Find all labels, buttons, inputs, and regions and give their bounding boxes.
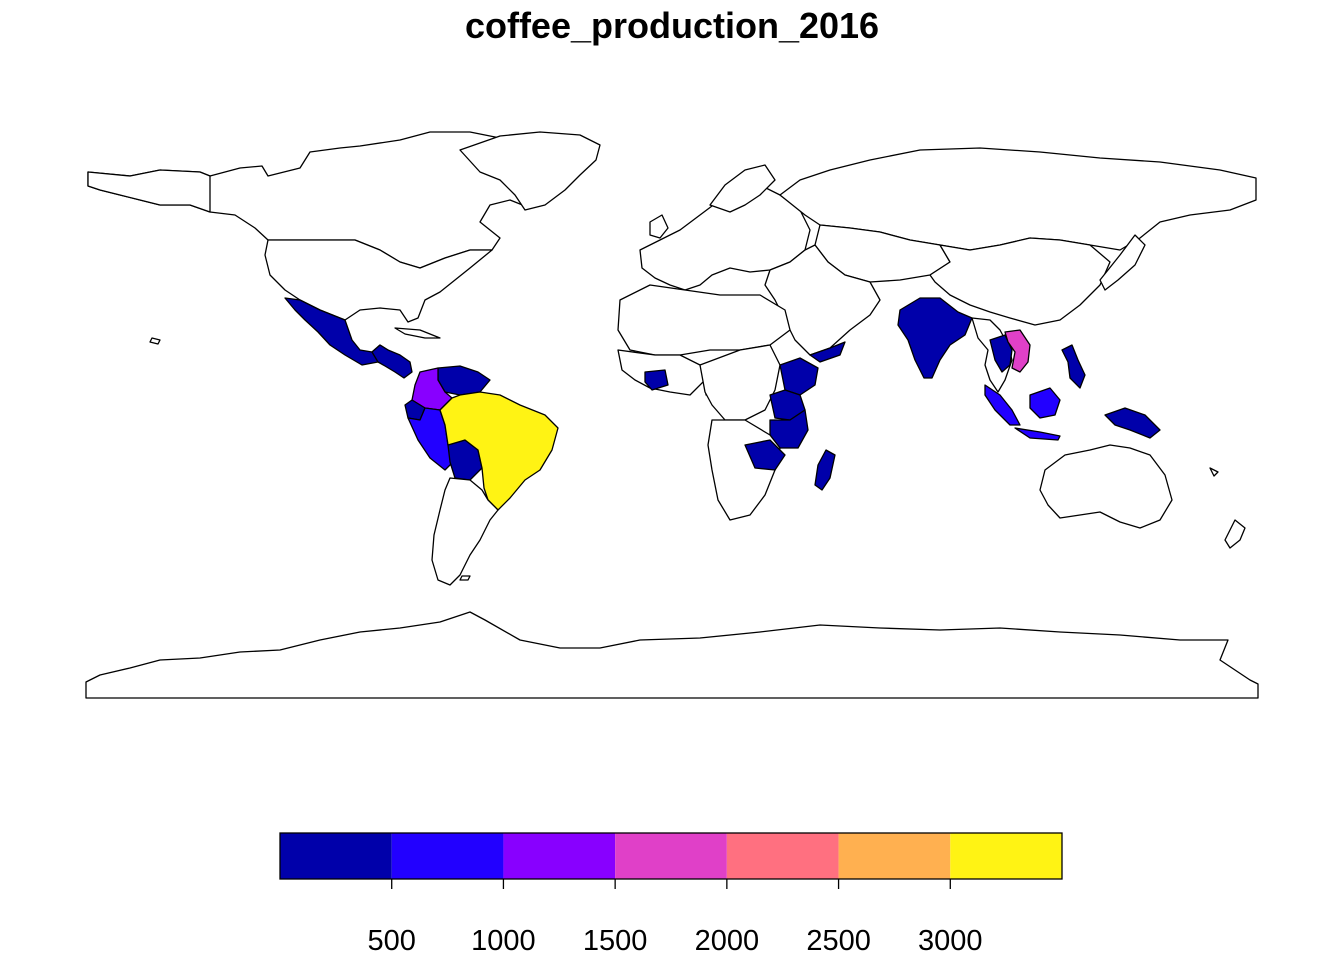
country-india	[897, 297, 973, 379]
country-indonesia-sumatra	[984, 384, 1021, 426]
legend-swatch	[503, 833, 616, 879]
legend-tick-label: 2000	[695, 925, 760, 957]
legend-tick-label: 2500	[806, 925, 871, 957]
legend-swatch	[391, 833, 504, 879]
island-falklands	[459, 575, 471, 581]
island-hawaii	[149, 337, 161, 345]
country-new-zealand	[1224, 519, 1246, 549]
country-cote-divoire	[644, 369, 669, 391]
country-greenland	[459, 131, 601, 211]
country-indonesia-borneo	[1029, 387, 1061, 419]
country-japan	[1099, 234, 1146, 291]
country-yemen	[809, 341, 846, 363]
legend-tick-label: 3000	[918, 925, 983, 957]
legend-swatch	[615, 833, 727, 879]
legend-tick-label: 1000	[471, 925, 536, 957]
country-papua-new-guinea	[1104, 407, 1161, 439]
country-canada	[87, 131, 561, 269]
country-guatemala-honduras	[371, 344, 413, 379]
country-zimbabwe-zambia	[744, 439, 786, 471]
legend-swatch	[950, 833, 1062, 879]
country-vietnam	[1004, 329, 1031, 373]
country-ethiopia	[779, 357, 819, 396]
country-thailand-laos	[989, 334, 1013, 373]
country-cuba	[394, 327, 441, 339]
legend-frame	[279, 832, 1063, 880]
map-title: coffee_production_2016	[464, 5, 880, 46]
map-layer	[85, 131, 1259, 699]
legend-swatch	[280, 833, 392, 879]
color-legend: 500 1000 1500 2000 2500 3000	[279, 832, 1063, 957]
country-china-mongolia	[929, 237, 1111, 326]
region-central-africa	[699, 344, 781, 421]
country-argentina-chile	[431, 477, 499, 586]
legend-swatch	[838, 833, 951, 879]
country-brazil	[439, 391, 559, 511]
country-madagascar	[814, 449, 836, 491]
country-australia	[1039, 444, 1173, 529]
region-antarctica	[85, 611, 1259, 699]
legend-tick-label: 500	[368, 925, 416, 957]
region-north-africa	[617, 284, 791, 356]
country-indonesia-java	[1014, 427, 1061, 441]
legend-tick-label: 1500	[583, 925, 648, 957]
country-alaska	[87, 169, 211, 213]
country-philippines	[1061, 344, 1086, 389]
country-scandinavia	[709, 164, 776, 213]
country-venezuela	[437, 365, 491, 396]
legend-swatch	[726, 833, 839, 879]
country-uk	[649, 214, 669, 239]
island-new-caledonia	[1209, 467, 1219, 477]
